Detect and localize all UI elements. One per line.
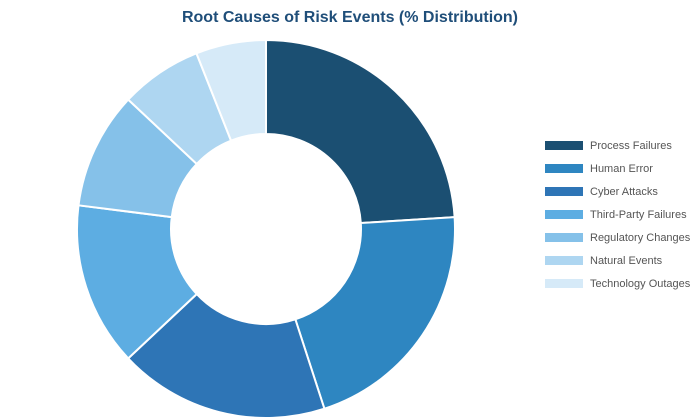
slice-human-error[interactable] <box>294 216 457 411</box>
legend-item-natural-events[interactable]: Natural Events <box>545 249 695 272</box>
chart-legend: Process Failures Human Error Cyber Attacks… <box>545 134 695 295</box>
legend-label: Human Error <box>590 162 653 175</box>
legend-swatch <box>545 256 583 265</box>
legend-label: Natural Events <box>590 254 663 267</box>
legend-label: Regulatory Changes <box>590 231 691 244</box>
legend-swatch <box>545 233 583 242</box>
legend-swatch <box>545 141 583 150</box>
legend-swatch <box>545 279 583 288</box>
legend-label: Technology Outages <box>590 277 691 290</box>
legend-swatch <box>545 210 583 219</box>
legend-swatch <box>545 164 583 173</box>
slice-cyber-attacks[interactable] <box>126 292 326 419</box>
legend-item-technology-outages[interactable]: Technology Outages <box>545 272 695 295</box>
legend-label: Process Failures <box>590 139 672 152</box>
legend-item-human-error[interactable]: Human Error <box>545 157 695 180</box>
legend-label: Third-Party Failures <box>590 208 687 221</box>
legend-label: Cyber Attacks <box>590 185 658 198</box>
legend-item-cyber-attacks[interactable]: Cyber Attacks <box>545 180 695 203</box>
chart-title: Root Causes of Risk Events (% Distributi… <box>181 9 519 26</box>
legend-item-regulatory-changes[interactable]: Regulatory Changes <box>545 226 695 249</box>
slice-technology-outages[interactable] <box>195 38 267 142</box>
legend-item-third-party-failures[interactable]: Third-Party Failures <box>545 203 695 226</box>
legend-swatch <box>545 187 583 196</box>
slice-process-failures[interactable] <box>265 38 456 225</box>
legend-item-process-failures[interactable]: Process Failures <box>545 134 695 157</box>
